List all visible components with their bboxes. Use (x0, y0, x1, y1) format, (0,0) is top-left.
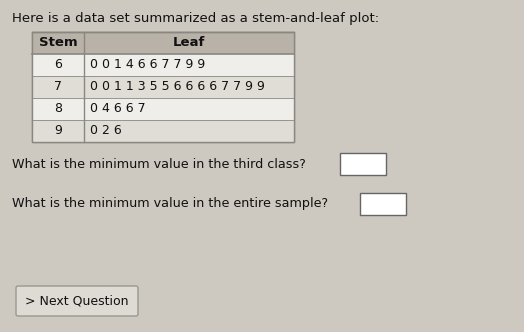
Bar (32, 54, 294, 76)
Text: Here is a data set summarized as a stem-and-leaf plot:: Here is a data set summarized as a stem-… (12, 12, 379, 25)
Bar (360, 193, 406, 215)
Text: > Next Question: > Next Question (25, 294, 129, 307)
Text: 0 4 6 6 7: 0 4 6 6 7 (90, 103, 146, 116)
Text: 9: 9 (54, 124, 62, 137)
Bar (32, 120, 294, 142)
Bar (340, 153, 386, 175)
Bar (32, 76, 294, 98)
Text: Leaf: Leaf (173, 37, 205, 49)
Bar (32, 32, 294, 142)
Text: 8: 8 (54, 103, 62, 116)
Text: 0 2 6: 0 2 6 (90, 124, 122, 137)
Text: 0 0 1 4 6 6 7 7 9 9: 0 0 1 4 6 6 7 7 9 9 (90, 58, 205, 71)
Text: What is the minimum value in the third class?: What is the minimum value in the third c… (12, 157, 306, 171)
FancyBboxPatch shape (16, 286, 138, 316)
Bar (32, 32, 294, 142)
Bar (32, 32, 294, 54)
Text: What is the minimum value in the entire sample?: What is the minimum value in the entire … (12, 198, 328, 210)
Text: Stem: Stem (39, 37, 78, 49)
Text: 7: 7 (54, 80, 62, 94)
Text: 0 0 1 1 3 5 5 6 6 6 6 7 7 9 9: 0 0 1 1 3 5 5 6 6 6 6 7 7 9 9 (90, 80, 265, 94)
Text: 6: 6 (54, 58, 62, 71)
Bar (32, 98, 294, 120)
